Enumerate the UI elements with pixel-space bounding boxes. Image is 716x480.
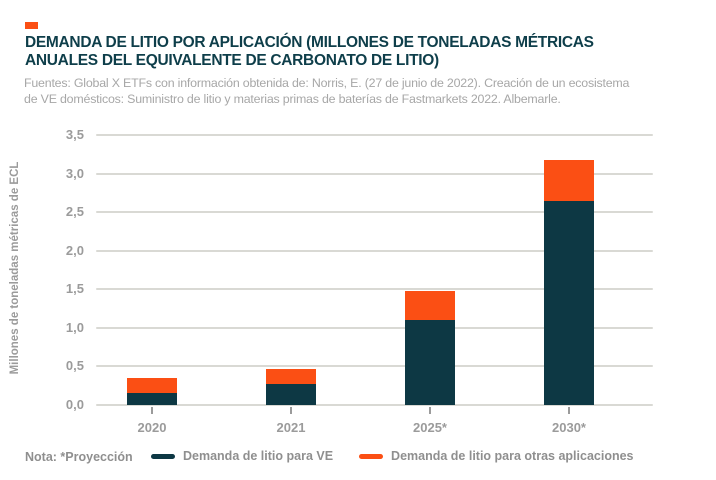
gridline-3,0: [96, 172, 653, 175]
y-tick-label: 0,5: [65, 358, 84, 374]
x-tick-2021: [290, 407, 292, 414]
legend-item: Demanda de litio para VE: [151, 449, 333, 463]
y-axis-title: Millones de toneladas métricas de ECL: [9, 161, 21, 375]
legend-label: Demanda de litio para otras aplicaciones: [391, 449, 634, 463]
gridline-2,0: [96, 249, 653, 252]
bar-2020-VE: [127, 393, 177, 405]
y-tick-label: 0,0: [65, 397, 84, 412]
gridline-0,5: [96, 365, 653, 368]
legend-item: Demanda de litio para otras aplicaciones: [359, 449, 634, 463]
bar-2025*-VE: [405, 320, 455, 405]
x-tick-label-2020: 2020: [137, 420, 167, 435]
legend-label: Demanda de litio para VE: [183, 449, 334, 463]
legend-swatch-icon: [151, 453, 175, 459]
bar-2030*-otras: [544, 160, 594, 201]
projection-note: Nota: *Proyección: [25, 450, 133, 464]
x-tick-label-2025*: 2025*: [413, 420, 447, 435]
gridline-1,0: [96, 326, 653, 329]
bar-2021-VE: [266, 384, 316, 405]
y-tick-label: 1,5: [65, 281, 84, 297]
y-tick-label: 2,5: [65, 204, 84, 220]
bar-2021-otras: [266, 368, 316, 385]
y-tick-label: 3,0: [65, 165, 84, 181]
x-tick-label-2030*: 2030*: [552, 420, 586, 435]
legend-swatch-icon: [359, 453, 384, 459]
bar-2025*-otras: [405, 290, 455, 321]
chart-title: DEMANDA DE LITIO POR APLICACIÓN (MILLONE…: [25, 34, 594, 69]
gridline-3,5: [96, 134, 653, 136]
bar-2020-otras: [127, 378, 177, 394]
chart-legend: Demanda de litio para VE Demanda de litio…: [151, 449, 634, 463]
gridline-2,5: [96, 211, 653, 214]
y-tick-label: 1,0: [65, 319, 84, 335]
x-tick-2030*: [568, 407, 570, 414]
gridline-0,0: [96, 404, 653, 406]
chart-source-note: Fuentes: Global X ETFs con información o…: [24, 76, 630, 107]
y-tick-label: 3,5: [65, 127, 84, 142]
bar-2030*-VE: [544, 200, 594, 405]
x-tick-label-2021: 2021: [276, 420, 306, 435]
y-tick-label: 2,0: [65, 242, 84, 258]
x-tick-2020: [151, 407, 153, 414]
gridline-1,5: [96, 288, 653, 291]
x-tick-2025*: [429, 407, 431, 414]
brand-logo-mark: [25, 22, 38, 29]
